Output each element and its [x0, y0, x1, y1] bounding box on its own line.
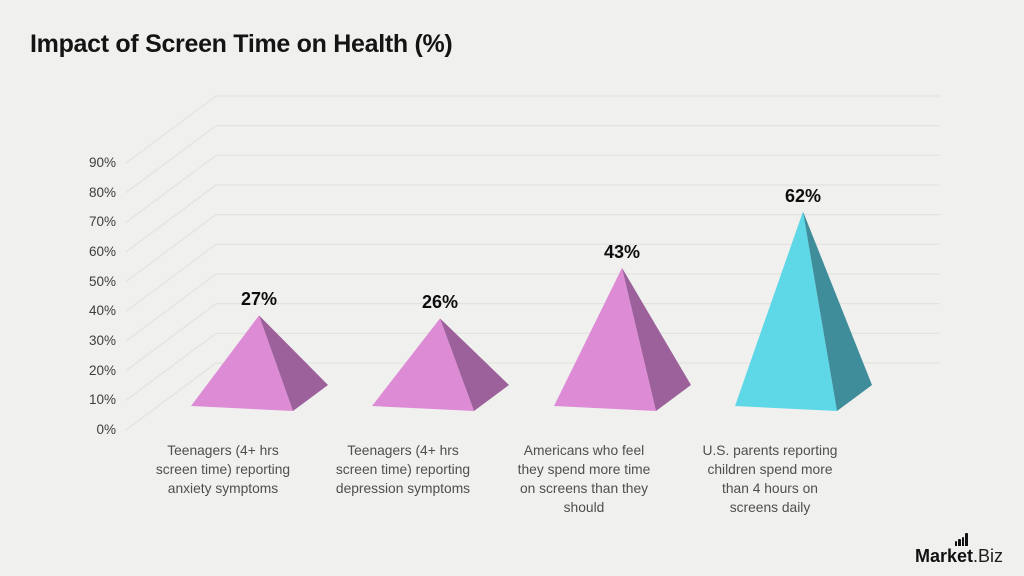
value-label: 62% [784, 185, 822, 206]
y-axis-tick-label: 90% [88, 154, 116, 170]
gridline [125, 95, 940, 164]
x-axis-category-label: Americans who feel they spend more time … [517, 443, 651, 515]
pyramid-front-face [372, 318, 474, 411]
gridline [125, 362, 940, 431]
x-axis-category-label: U.S. parents reporting children spend mo… [702, 443, 838, 515]
brand-logo-text: Market.Biz [914, 533, 1003, 566]
gridline [125, 303, 940, 372]
gridline [125, 154, 940, 223]
gridline [125, 125, 940, 194]
y-axis-tick-label: 40% [88, 303, 116, 319]
x-axis-category-label: Teenagers (4+ hrs screen time) reporting… [155, 443, 291, 496]
gridline [125, 332, 940, 401]
gridline [125, 273, 940, 342]
pyramid-side-face [803, 211, 872, 411]
value-label: 27% [240, 289, 278, 310]
y-axis-tick-label: 80% [88, 184, 116, 200]
x-axis-category-label: Teenagers (4+ hrs screen time) reporting… [335, 443, 471, 496]
pyramid-bar [554, 267, 691, 411]
y-axis-tick-label: 50% [88, 273, 116, 289]
y-axis-tick-label: 30% [88, 332, 116, 348]
pyramid-side-face [622, 267, 691, 411]
pyramid-bar [372, 318, 509, 411]
pyramid-bar [735, 211, 872, 411]
pyramid-side-face [440, 318, 509, 411]
y-axis-tick-label: 60% [88, 243, 116, 259]
y-axis-tick-label: 70% [88, 214, 116, 230]
pyramid-front-face [554, 267, 656, 411]
value-label: 26% [421, 292, 459, 313]
chart-title: Impact of Screen Time on Health (%) [30, 30, 453, 58]
y-axis-tick-label: 20% [88, 362, 116, 378]
pyramid-side-face [259, 315, 328, 411]
gridline [125, 243, 940, 312]
y-axis-tick-label: 0% [96, 422, 116, 437]
ascending-bars-icon [954, 533, 968, 546]
brand-logo: Market.Biz [915, 532, 1003, 566]
pyramid-bar [191, 315, 328, 411]
logo-text-suffix: .Biz [972, 546, 1003, 566]
logo-text-market: Market [914, 546, 973, 566]
pyramid-front-face [735, 211, 837, 411]
gridline [125, 184, 940, 253]
gridline [125, 214, 940, 283]
value-label: 43% [603, 241, 641, 262]
y-axis-tick-label: 10% [88, 392, 116, 408]
